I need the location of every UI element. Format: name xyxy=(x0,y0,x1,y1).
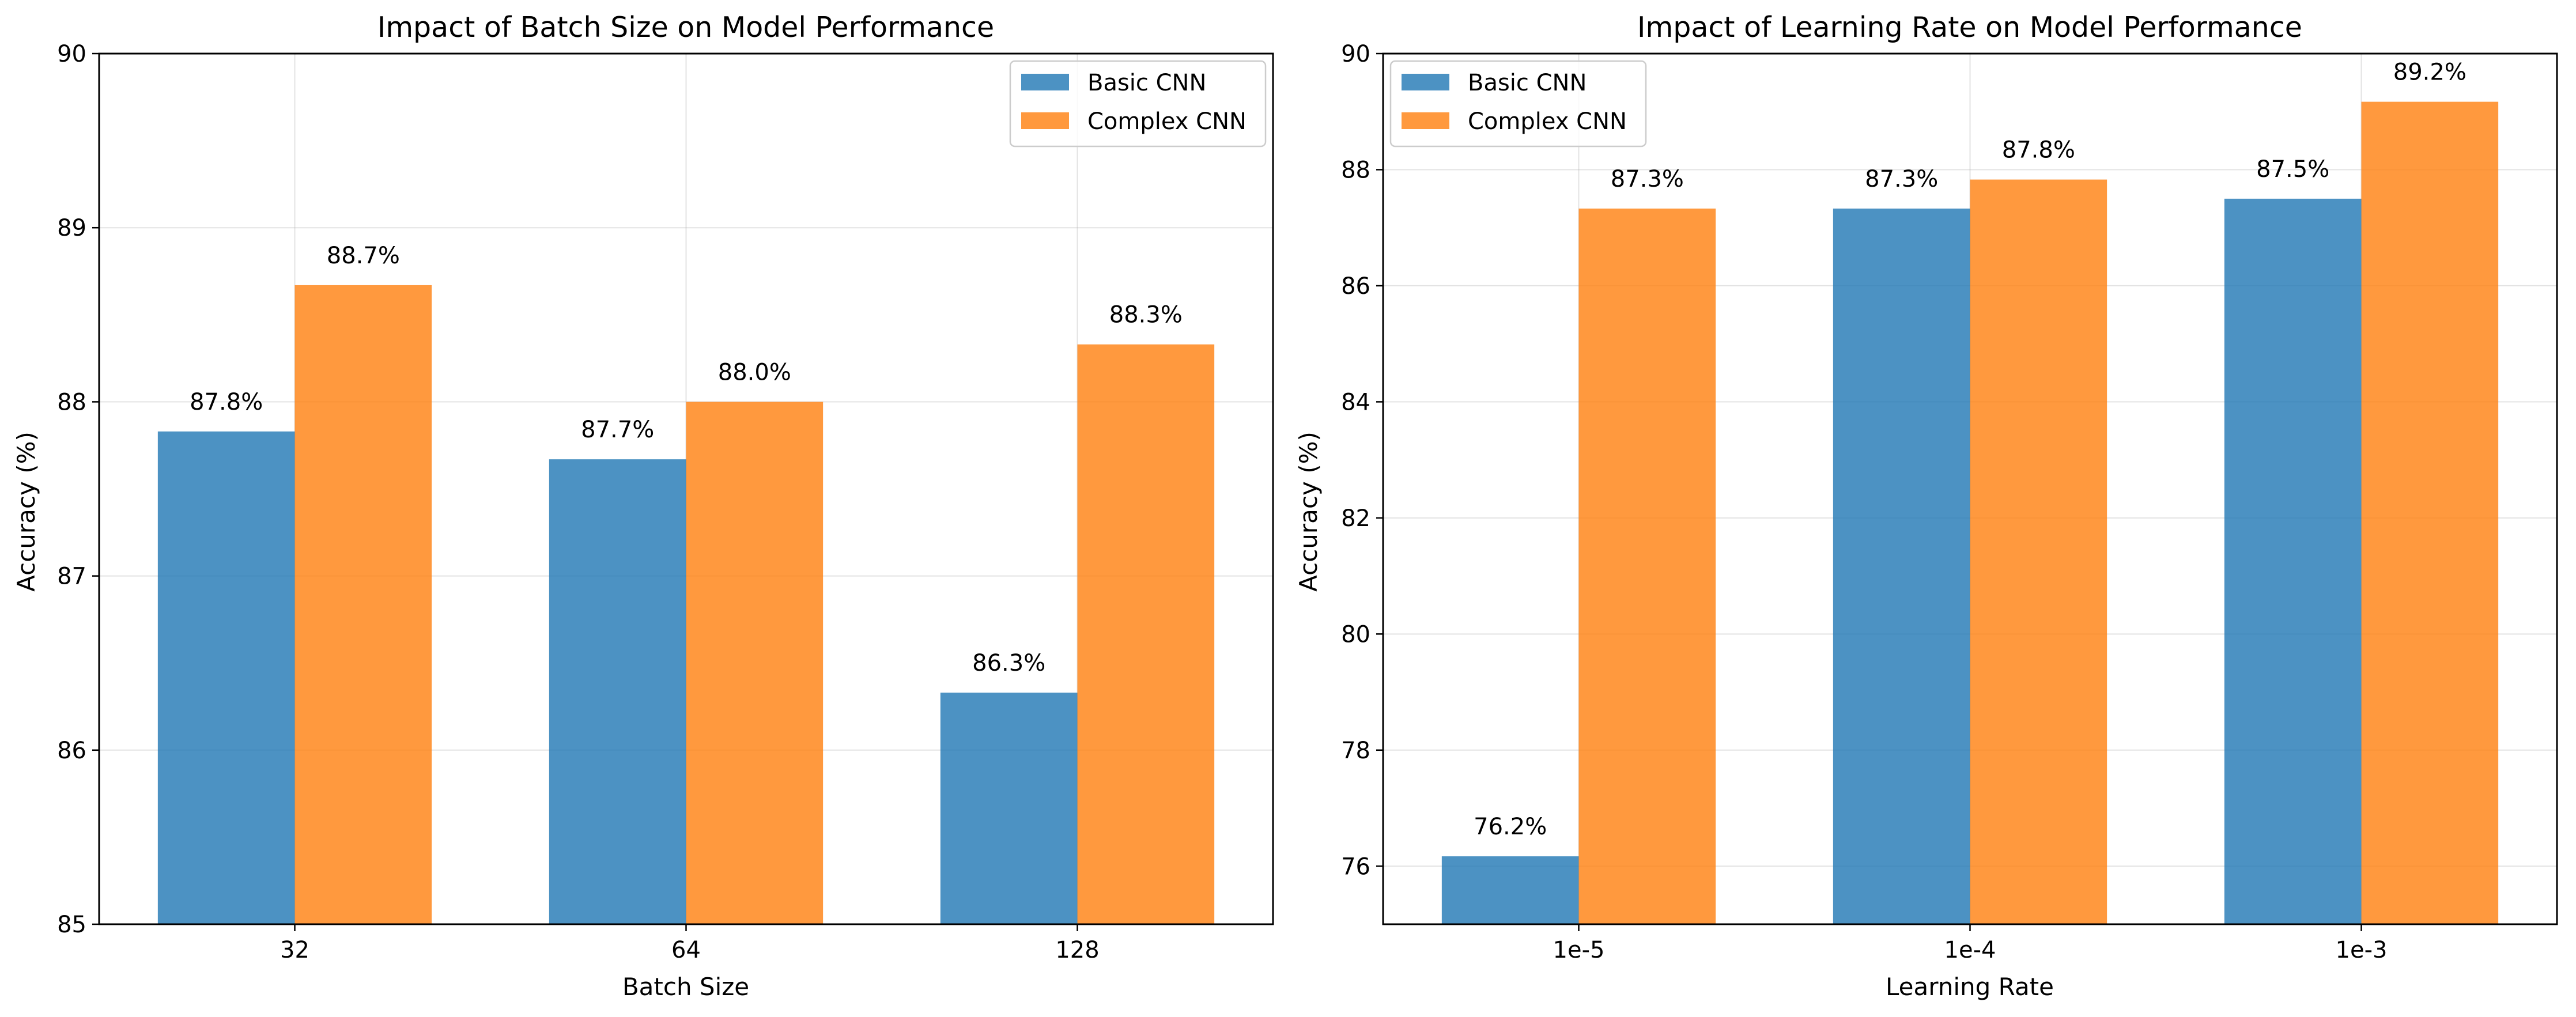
axis-ticks: 1e-5 1e-4 1e-3 76 78 80 82 84 86 88 90 xyxy=(1341,41,2387,963)
y-tick-label-90: 90 xyxy=(57,41,86,67)
data-label-basic-cnn-32: 87.8% xyxy=(190,389,263,415)
learning-rate-chart: Impact of Learning Rate on Model Perform… xyxy=(1294,11,2558,1001)
bars xyxy=(1441,101,2499,925)
legend-label-complex-cnn: Complex CNN xyxy=(1468,108,1627,135)
data-label-complex-cnn-1e-4: 87.8% xyxy=(2002,137,2075,164)
y-axis-label: Accuracy (%) xyxy=(1294,432,1323,592)
y-tick-label-90: 90 xyxy=(1341,41,1370,67)
bar-basic-cnn-1e-4 xyxy=(1833,208,1970,924)
y-tick-label-88: 88 xyxy=(1341,157,1370,183)
bar-basic-cnn-128 xyxy=(940,693,1078,924)
bar-complex-cnn-1e-3 xyxy=(2361,101,2499,925)
x-tick-label-1e-3: 1e-3 xyxy=(2336,937,2388,963)
chart-title: Impact of Batch Size on Model Performanc… xyxy=(377,11,994,44)
data-label-basic-cnn-128: 86.3% xyxy=(972,650,1045,676)
y-tick-label-88: 88 xyxy=(57,389,86,415)
legend-box xyxy=(1389,60,1647,148)
bars xyxy=(157,285,1215,924)
x-tick-label-64: 64 xyxy=(671,937,701,963)
data-label-basic-cnn-1e-5: 76.2% xyxy=(1474,814,1547,840)
bar-complex-cnn-64 xyxy=(686,402,824,924)
bar-basic-cnn-1e-5 xyxy=(1441,856,1579,924)
x-tick-label-32: 32 xyxy=(280,937,309,963)
legend-box xyxy=(1009,60,1267,148)
data-label-complex-cnn-128: 88.3% xyxy=(1109,302,1183,328)
legend-label-basic-cnn: Basic CNN xyxy=(1468,70,1587,96)
y-tick-label-87: 87 xyxy=(57,564,86,590)
bar-complex-cnn-128 xyxy=(1077,344,1215,924)
data-label-complex-cnn-1e-5: 87.3% xyxy=(1611,166,1684,192)
legend-label-basic-cnn: Basic CNN xyxy=(1087,70,1206,96)
data-labels: 87.8% 87.7% 86.3% 88.7% 88.0% 88.3% xyxy=(190,243,1183,676)
y-tick-label-86: 86 xyxy=(57,738,86,764)
x-tick-label-128: 128 xyxy=(1055,937,1099,963)
y-tick-label-86: 86 xyxy=(1341,273,1370,300)
y-tick-label-89: 89 xyxy=(57,215,86,241)
y-tick-label-80: 80 xyxy=(1341,621,1370,648)
legend: Basic CNN Complex CNN xyxy=(1389,60,1647,148)
batch-size-chart: Impact of Batch Size on Model Performanc… xyxy=(12,11,1274,1001)
legend-label-complex-cnn: Complex CNN xyxy=(1087,108,1247,135)
bar-basic-cnn-32 xyxy=(157,431,295,924)
bar-complex-cnn-32 xyxy=(294,285,432,924)
data-label-basic-cnn-1e-3: 87.5% xyxy=(2256,156,2329,183)
chart-title: Impact of Learning Rate on Model Perform… xyxy=(1637,11,2302,44)
x-axis-label: Batch Size xyxy=(622,973,749,1001)
legend-swatch-complex-cnn xyxy=(1402,112,1449,129)
data-label-complex-cnn-64: 88.0% xyxy=(718,359,791,385)
plot-frame xyxy=(1382,52,2558,925)
x-tick-label-1e-5: 1e-5 xyxy=(1553,937,1605,963)
data-label-complex-cnn-1e-3: 89.2% xyxy=(2393,59,2467,86)
y-tick-label-76: 76 xyxy=(1341,853,1370,880)
axis-ticks: 32 64 128 85 86 87 88 89 90 xyxy=(57,41,1100,963)
plot-frame xyxy=(98,52,1274,925)
bar-basic-cnn-64 xyxy=(549,459,686,924)
legend-swatch-complex-cnn xyxy=(1021,112,1069,129)
data-label-basic-cnn-64: 87.7% xyxy=(581,417,654,443)
y-axis-label: Accuracy (%) xyxy=(12,432,40,592)
y-tick-label-85: 85 xyxy=(57,912,86,938)
bar-complex-cnn-1e-5 xyxy=(1578,208,1716,924)
x-tick-label-1e-4: 1e-4 xyxy=(1944,937,1996,963)
data-label-complex-cnn-32: 88.7% xyxy=(327,243,400,269)
y-tick-label-78: 78 xyxy=(1341,738,1370,764)
y-tick-label-84: 84 xyxy=(1341,389,1370,415)
data-label-basic-cnn-1e-4: 87.3% xyxy=(1865,166,1938,192)
data-labels: 76.2% 87.3% 87.5% 87.3% 87.8% 89.2% xyxy=(1474,59,2467,841)
legend-swatch-basic-cnn xyxy=(1021,74,1069,90)
x-axis-label: Learning Rate xyxy=(1886,973,2054,1001)
y-tick-label-82: 82 xyxy=(1341,505,1370,532)
legend: Basic CNN Complex CNN xyxy=(1009,60,1267,148)
bar-complex-cnn-1e-4 xyxy=(1970,179,2107,925)
legend-swatch-basic-cnn xyxy=(1402,74,1449,90)
bar-basic-cnn-1e-3 xyxy=(2224,198,2362,924)
